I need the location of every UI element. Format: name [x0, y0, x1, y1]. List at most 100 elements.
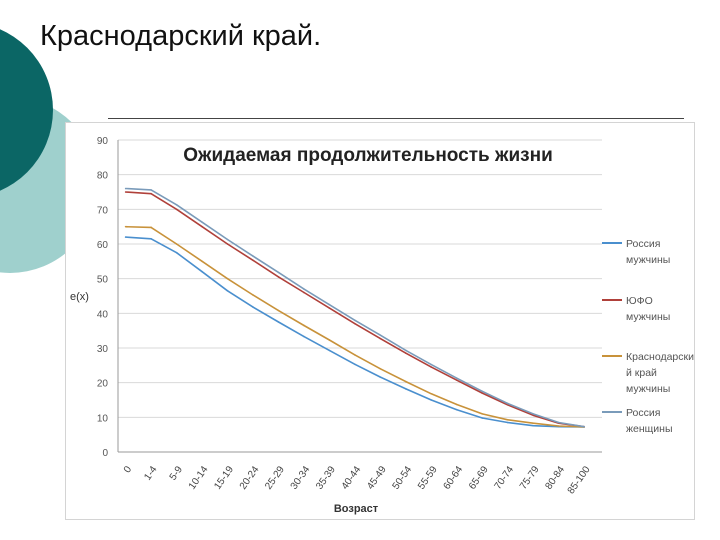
- data-point: [456, 377, 458, 379]
- data-point: [201, 225, 203, 228]
- chart-series: [124, 187, 585, 428]
- title-underline: [108, 118, 684, 119]
- x-tick-label: 50-54: [391, 464, 415, 492]
- y-tick-label: 50: [97, 275, 109, 286]
- data-point: [226, 277, 229, 280]
- y-tick-label: 20: [97, 379, 109, 390]
- x-tick-label: 70-74: [493, 464, 517, 492]
- data-point: [201, 270, 203, 273]
- data-point: [506, 421, 509, 424]
- legend-entry: Россия женщины: [626, 407, 673, 435]
- data-point: [124, 236, 127, 238]
- data-point: [303, 291, 305, 294]
- legend-entry-line: й край: [626, 367, 657, 379]
- data-point: [150, 226, 152, 229]
- chart-grid: [118, 139, 602, 453]
- chart-title: Ожидаемая продолжительность жизни: [183, 145, 553, 166]
- data-point: [252, 255, 254, 257]
- data-point: [354, 319, 356, 322]
- data-point: [201, 221, 203, 223]
- legend-entry-line: женщины: [626, 423, 673, 435]
- x-tick-label: 45-49: [365, 464, 389, 492]
- data-point: [252, 259, 254, 262]
- y-tick-label: 90: [97, 136, 109, 147]
- chart-legend: Россия мужчины ЮФО мужчины Краснодарски й кра…: [602, 238, 694, 435]
- data-point: [175, 243, 178, 245]
- data-point: [557, 421, 560, 424]
- data-point: [430, 363, 433, 366]
- y-tick-label: 30: [97, 344, 109, 355]
- series-line-2: [125, 225, 585, 428]
- data-point: [456, 408, 458, 411]
- series-line-1: [125, 191, 585, 428]
- data-point: [124, 187, 127, 190]
- x-tick-label: 75-79: [518, 464, 542, 492]
- data-point: [150, 192, 152, 195]
- y-tick-label: 80: [97, 171, 109, 182]
- y-tick-label: 70: [97, 205, 109, 216]
- data-point: [379, 376, 382, 378]
- x-tick-label: 0: [122, 464, 134, 475]
- slide-decoration: [0, 0, 80, 300]
- series-line-0: [125, 236, 585, 428]
- data-point: [379, 334, 382, 336]
- data-point: [124, 191, 127, 193]
- data-point: [405, 349, 407, 352]
- data-point: [328, 307, 331, 309]
- data-point: [226, 290, 229, 292]
- x-tick-label: 60-64: [442, 464, 466, 492]
- data-point: [150, 189, 152, 191]
- x-tick-label: 25-29: [263, 464, 287, 492]
- x-tick-label: 15-19: [212, 464, 236, 492]
- data-point: [354, 354, 356, 356]
- data-point: [506, 402, 509, 405]
- data-point: [430, 392, 433, 395]
- data-point: [405, 388, 407, 390]
- chart-frame: 0 10 20 30 40 50 60 70 80 90 0 1-4 5-9 10-14 15-19 20-2…: [65, 122, 695, 520]
- y-axis-label: e(x): [70, 291, 89, 303]
- data-point: [303, 335, 305, 338]
- data-point: [175, 208, 178, 211]
- data-point: [583, 425, 585, 428]
- x-tick-label: 40-44: [340, 464, 364, 492]
- data-point: [201, 260, 203, 263]
- x-tick-label: 10-14: [187, 464, 211, 492]
- x-axis-label: Возраст: [334, 503, 379, 515]
- data-point: [252, 306, 254, 308]
- series-line-3: [125, 187, 585, 428]
- legend-entry: Краснодарски й край мужчины: [626, 351, 694, 395]
- data-point: [124, 225, 127, 228]
- data-point: [226, 243, 229, 245]
- data-point: [175, 204, 178, 206]
- data-point: [328, 303, 331, 306]
- data-point: [405, 352, 407, 354]
- data-point: [456, 403, 458, 406]
- data-point: [481, 413, 484, 415]
- x-tick-label: 80-84: [543, 464, 567, 492]
- data-point: [277, 321, 280, 323]
- data-point: [277, 276, 280, 278]
- y-tick-label: 40: [97, 309, 109, 320]
- y-tick-label: 10: [97, 413, 109, 424]
- data-point: [481, 390, 484, 393]
- data-point: [532, 424, 535, 427]
- legend-entry-line: мужчины: [626, 311, 670, 323]
- data-point: [405, 380, 407, 383]
- data-point: [175, 251, 178, 254]
- y-tick-label: 60: [97, 240, 109, 251]
- legend-entry-line: ЮФО: [626, 295, 653, 307]
- data-point: [303, 324, 305, 327]
- data-point: [532, 413, 535, 415]
- legend-entry-line: Краснодарски: [626, 351, 694, 363]
- decor-circle-dark: [0, 29, 53, 191]
- y-tick-label: 0: [102, 448, 108, 459]
- data-point: [430, 399, 433, 401]
- x-tick-label: 20-24: [238, 464, 262, 492]
- x-tick-label: 30-34: [289, 464, 313, 492]
- legend-entry-line: Россия: [626, 238, 660, 250]
- slide-title: Краснодарский край.: [40, 20, 322, 52]
- data-point: [481, 392, 484, 394]
- data-point: [277, 309, 280, 312]
- data-point: [150, 238, 152, 240]
- data-point: [303, 288, 305, 290]
